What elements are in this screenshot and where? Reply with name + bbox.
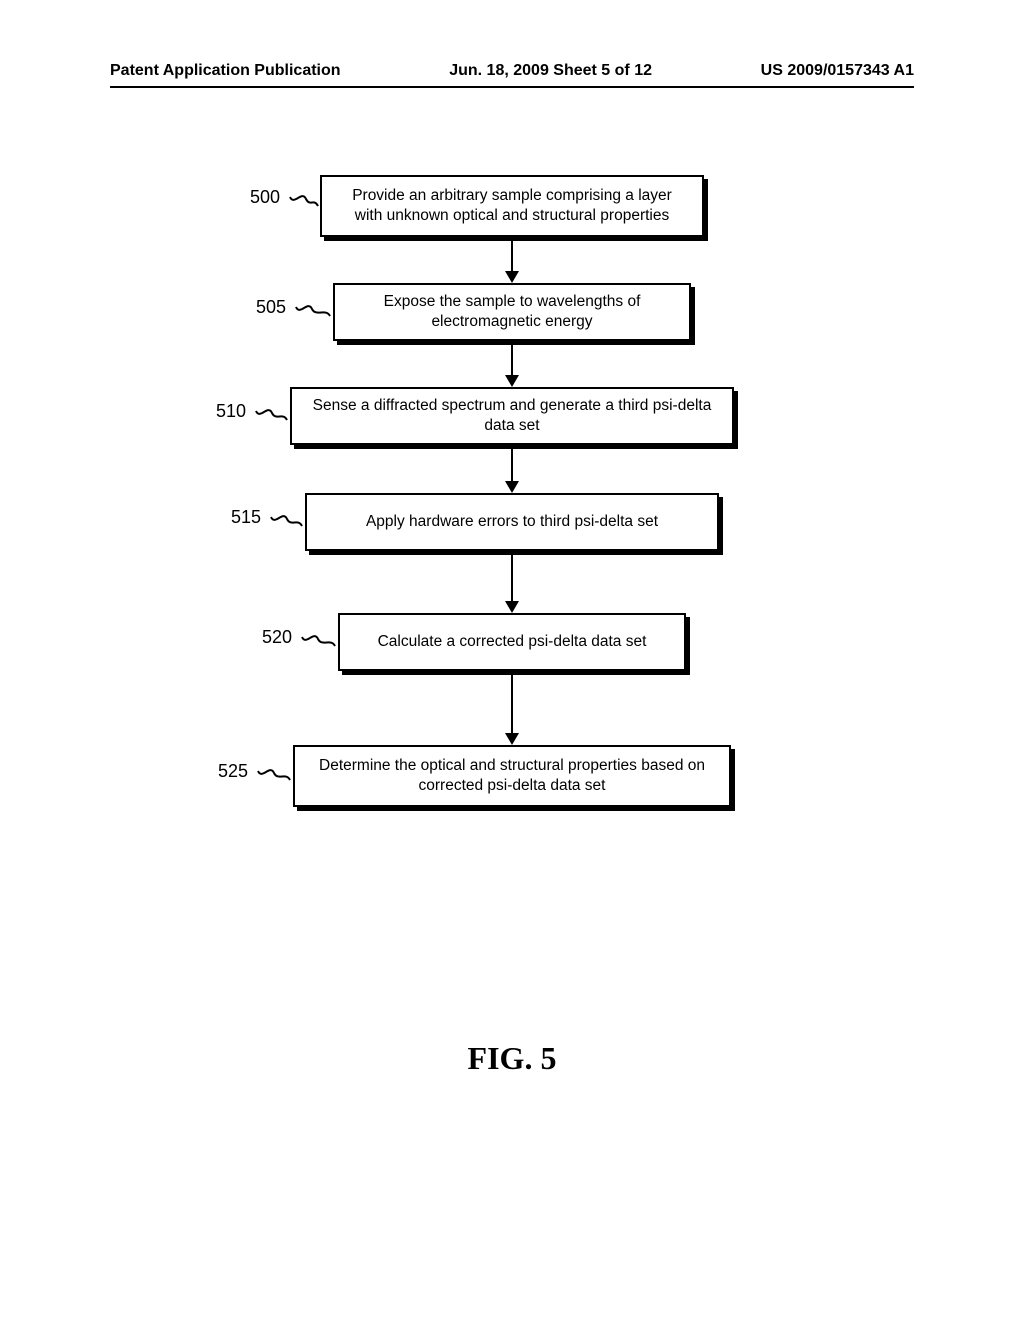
flow-node-ref: 515: [231, 507, 261, 528]
flow-node: Calculate a corrected psi-delta data set: [338, 613, 686, 671]
flow-node-ref: 500: [250, 187, 280, 208]
flow-node: Determine the optical and structural pro…: [293, 745, 731, 807]
flow-node: Provide an arbitrary sample comprising a…: [320, 175, 704, 237]
header-right: US 2009/0157343 A1: [761, 62, 914, 80]
flow-node-text: Expose the sample to wavelengths of elec…: [353, 292, 671, 333]
flow-lead-line: [292, 297, 334, 326]
flow-lead-line: [286, 187, 322, 216]
flow-lead-line: [252, 401, 291, 430]
header-center: Jun. 18, 2009 Sheet 5 of 12: [449, 62, 652, 80]
figure-caption: FIG. 5: [0, 1040, 1024, 1077]
flow-node-ref: 510: [216, 401, 246, 422]
flow-node-ref: 505: [256, 297, 286, 318]
page: Patent Application Publication Jun. 18, …: [0, 0, 1024, 1320]
flow-node-ref: 525: [218, 761, 248, 782]
flow-node: Apply hardware errors to third psi-delta…: [305, 493, 719, 551]
flow-node-ref: 520: [262, 627, 292, 648]
page-header: Patent Application Publication Jun. 18, …: [110, 62, 914, 80]
flow-node-text: Determine the optical and structural pro…: [313, 756, 711, 797]
flow-node: Sense a diffracted spectrum and generate…: [290, 387, 734, 445]
flow-node-text: Apply hardware errors to third psi-delta…: [366, 512, 658, 532]
flow-node-text: Sense a diffracted spectrum and generate…: [310, 396, 714, 437]
flow-lead-line: [267, 507, 306, 536]
flow-node-text: Provide an arbitrary sample comprising a…: [340, 186, 684, 227]
flow-lead-line: [254, 761, 294, 790]
header-rule: [110, 86, 914, 88]
flow-node: Expose the sample to wavelengths of elec…: [333, 283, 691, 341]
flow-node-text: Calculate a corrected psi-delta data set: [378, 632, 647, 652]
flow-lead-line: [298, 627, 339, 656]
header-left: Patent Application Publication: [110, 62, 341, 80]
